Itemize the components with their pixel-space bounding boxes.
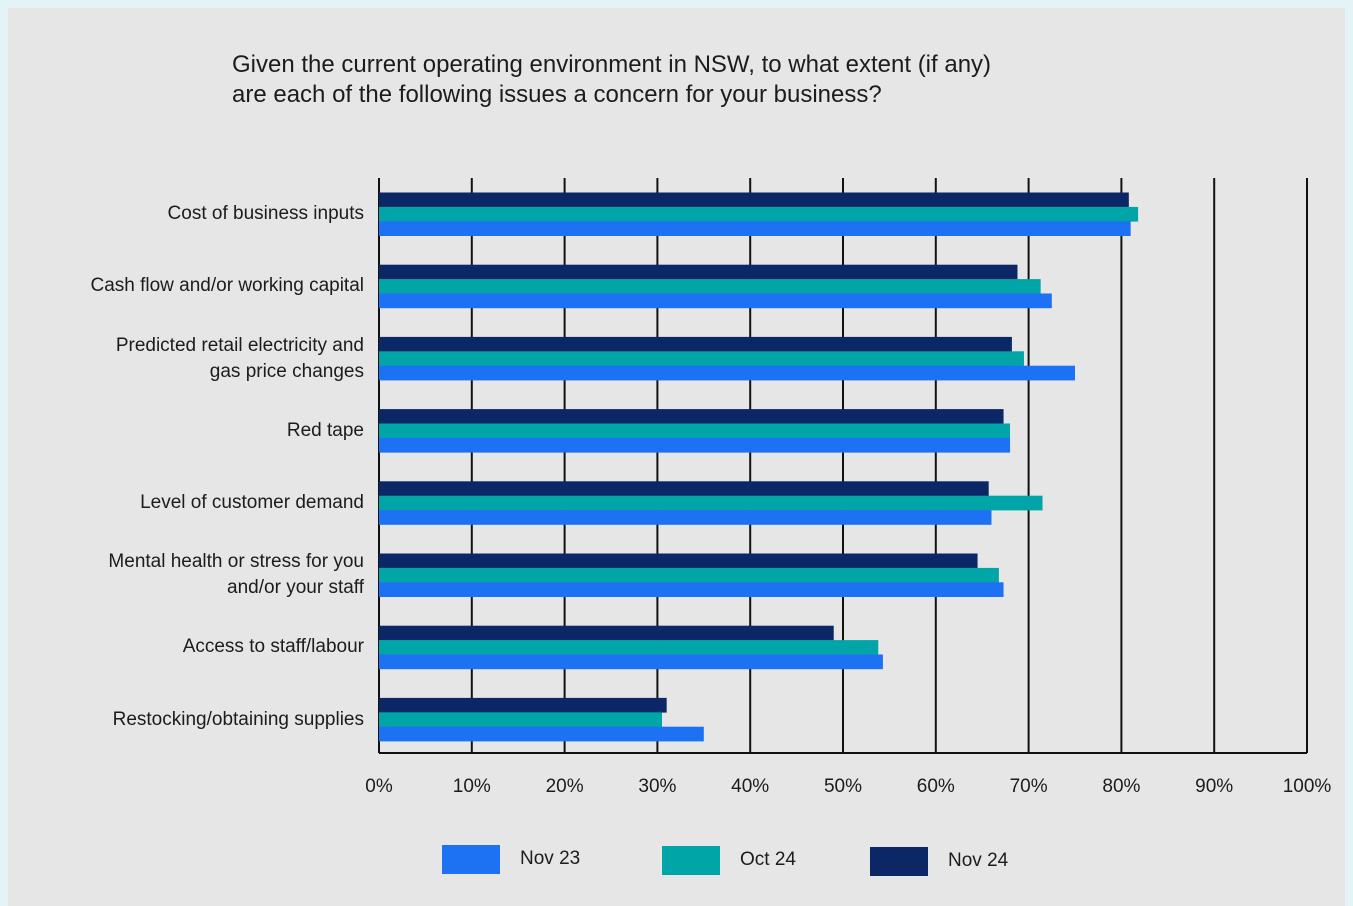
chart-title-line-2: are each of the following issues a conce…: [232, 81, 882, 108]
legend-swatch: [662, 846, 720, 875]
legend-label: Nov 24: [948, 850, 1009, 871]
bar: [379, 654, 883, 670]
category-label: Restocking/obtaining supplies: [113, 707, 364, 733]
legend-label: Oct 24: [740, 849, 796, 870]
legend-swatch: [442, 845, 500, 874]
x-tick-label: 40%: [731, 776, 770, 797]
bars: [379, 192, 1139, 742]
bar: [379, 567, 999, 583]
bar: [379, 481, 989, 496]
category-label-line: Cash flow and/or working capital: [90, 275, 364, 297]
category-label: Level of customer demand: [140, 490, 364, 516]
category-label-line: gas price changes: [209, 360, 364, 382]
x-tick-label: 70%: [1009, 776, 1048, 797]
bar: [379, 712, 663, 727]
category-label-line: and/or your staff: [227, 577, 364, 599]
bar: [379, 365, 1075, 381]
bar: [379, 510, 992, 525]
bar: [379, 293, 1052, 309]
bar: [379, 437, 1011, 453]
bar: [379, 192, 1129, 208]
bar: [379, 336, 1012, 352]
category-label-line: Access to staff/labour: [182, 636, 364, 658]
bar: [379, 279, 1041, 294]
category-label: Cost of business inputs: [168, 201, 364, 227]
category-label: Access to staff/labour: [183, 634, 364, 660]
x-tick-label: 60%: [916, 776, 955, 797]
legend-label: Nov 23: [520, 848, 581, 869]
x-tick-label: 100%: [1282, 776, 1332, 797]
category-label: Predicted retail electricity and gas pric…: [116, 333, 364, 385]
bar: [379, 423, 1011, 439]
x-tick-label: 50%: [823, 776, 863, 797]
category-label-line: Level of customer demand: [140, 491, 364, 513]
bar: [379, 553, 978, 569]
category-label-line: Mental health or stress for you: [108, 551, 364, 573]
bar: [379, 221, 1131, 236]
x-tick-label: 10%: [452, 776, 491, 797]
chart-title-line-1: Given the current operating environment …: [232, 51, 992, 78]
bar: [379, 495, 1043, 511]
bar: [379, 726, 704, 742]
category-label-line: Cost of business inputs: [167, 203, 364, 225]
x-tick-label: 30%: [638, 776, 677, 797]
category-label-line: Predicted retail electricity and: [115, 334, 364, 356]
category-label: Red tape: [287, 418, 364, 444]
bar: [379, 409, 1004, 424]
bar: [379, 625, 834, 641]
bar: [379, 264, 1018, 280]
x-tick-label: 20%: [545, 776, 584, 797]
legend-swatch: [870, 847, 928, 876]
category-label-line: Red tape: [286, 419, 364, 441]
bar: [379, 351, 1024, 366]
x-tick-label: 0%: [365, 776, 393, 797]
bar: [379, 640, 879, 655]
chart-title: Given the current operating environment …: [232, 50, 1132, 110]
category-label: Mental health or stress for you and/or yo…: [108, 549, 364, 601]
category-label: Cash flow and/or working capital: [90, 273, 364, 299]
bar: [379, 697, 667, 713]
category-label-line: Restocking/obtaining supplies: [112, 708, 364, 730]
x-tick-label: 80%: [1102, 776, 1141, 797]
x-tick-label: 90%: [1195, 776, 1234, 797]
bar: [379, 582, 1004, 597]
bar: [379, 206, 1139, 222]
